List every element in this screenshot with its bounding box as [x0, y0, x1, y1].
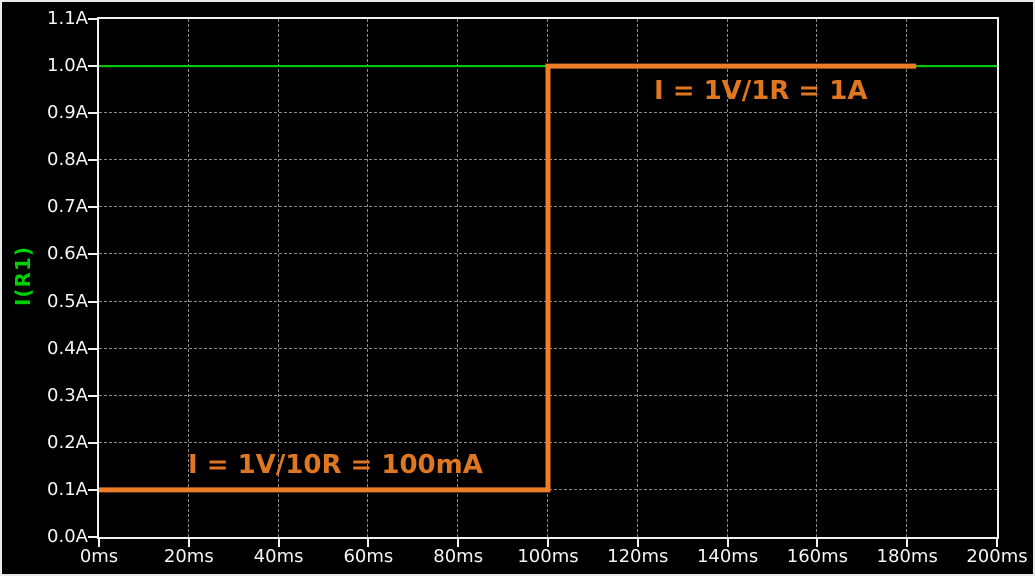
- x-tick-label: 80ms: [433, 546, 484, 567]
- x-axis-tick: [277, 539, 280, 547]
- x-tick-label: 40ms: [253, 546, 304, 567]
- x-axis-tick: [726, 539, 729, 547]
- y-tick-label: 0.2A: [47, 431, 88, 453]
- y-tick-label: 0.3A: [47, 384, 88, 406]
- y-tick-label: 1.0A: [47, 55, 88, 77]
- y-tick-label: 0.4A: [47, 337, 88, 359]
- x-tick-label: 140ms: [696, 546, 759, 567]
- x-tick-label: 20ms: [163, 546, 214, 567]
- x-axis-tick: [367, 539, 370, 547]
- x-tick-label: 160ms: [786, 546, 849, 567]
- x-axis-tick: [906, 539, 909, 547]
- y-tick-label: 0.7A: [47, 196, 88, 218]
- y-tick-label: 1.1A: [47, 8, 88, 29]
- x-axis-tick: [816, 539, 819, 547]
- x-axis-tick: [187, 539, 190, 547]
- y-tick-label: 0.5A: [47, 290, 88, 312]
- x-axis-tick: [547, 539, 549, 547]
- x-axis-tick: [996, 539, 998, 547]
- x-tick-label: 180ms: [876, 546, 938, 567]
- y-tick-label: 0.6A: [47, 243, 88, 265]
- y-tick-label: 0.9A: [47, 102, 88, 124]
- plot-area-border: [97, 17, 999, 539]
- y-tick-label: 0.0A: [47, 526, 88, 547]
- y-tick-label: 0.8A: [47, 149, 88, 171]
- x-tick-label: 100ms: [517, 546, 579, 567]
- x-tick-label: 60ms: [343, 546, 394, 567]
- x-axis-tick: [98, 539, 100, 547]
- x-tick-label: 0ms: [79, 546, 119, 567]
- y-tick-label: 0.1A: [47, 478, 88, 500]
- y-axis-title: I(R1): [11, 245, 35, 307]
- x-tick-label: 200ms: [966, 546, 1028, 567]
- x-tick-label: 120ms: [607, 546, 669, 567]
- x-axis-tick: [636, 539, 639, 547]
- x-axis-tick: [457, 539, 460, 547]
